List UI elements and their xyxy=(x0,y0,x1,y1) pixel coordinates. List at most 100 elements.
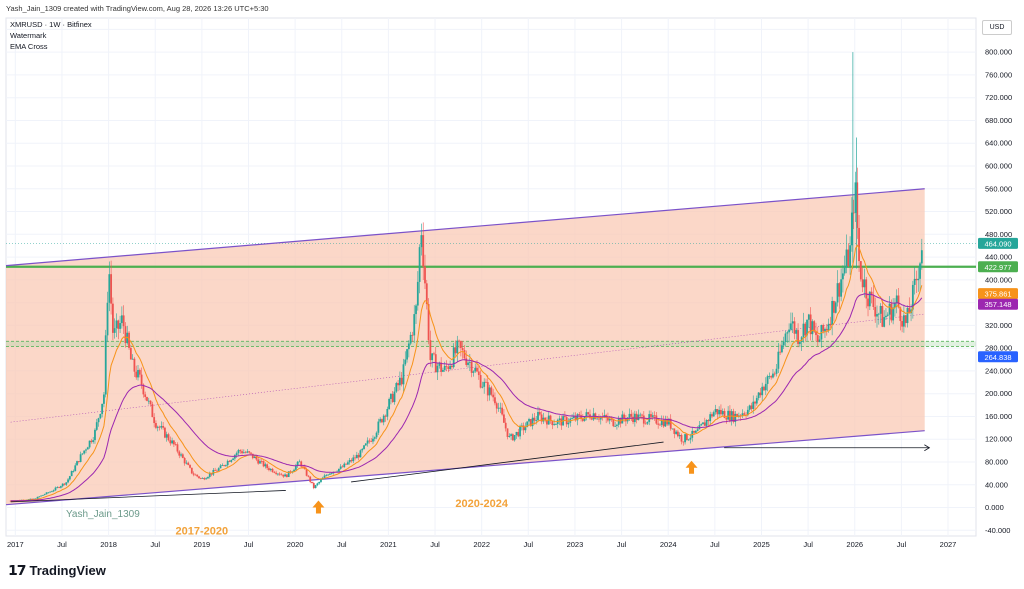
candle-body xyxy=(450,365,453,368)
candle-body xyxy=(578,414,581,416)
candle-body xyxy=(775,368,778,374)
candle-body xyxy=(285,474,288,478)
y-tick-label: 640.000 xyxy=(985,139,1012,148)
candle-body xyxy=(526,421,529,428)
candle-body xyxy=(449,365,452,370)
candle-body xyxy=(908,307,911,314)
candle-body xyxy=(917,278,920,281)
x-tick-label: 2018 xyxy=(100,540,117,549)
candle-body xyxy=(840,279,843,297)
y-tick-label: 200.000 xyxy=(985,389,1012,398)
x-tick-label: 2025 xyxy=(753,540,770,549)
candle-body xyxy=(684,434,686,443)
candle-body xyxy=(343,463,346,468)
candle-body xyxy=(219,465,222,469)
candle-body xyxy=(836,283,839,303)
candle-body xyxy=(913,278,916,285)
candle-body xyxy=(811,321,814,335)
candle-body xyxy=(881,305,884,327)
candle-body xyxy=(216,470,218,472)
candle-body xyxy=(831,301,834,326)
support-zone xyxy=(6,341,976,347)
candle-body xyxy=(544,417,547,421)
candle-body xyxy=(809,314,812,335)
candle-body xyxy=(888,303,891,315)
currency-selector[interactable]: USD xyxy=(982,20,1012,35)
candle-body xyxy=(298,461,301,463)
candle-body xyxy=(162,425,165,428)
candle-body xyxy=(906,307,909,324)
candle-body xyxy=(813,321,816,332)
candle-body xyxy=(789,323,792,330)
candle-body xyxy=(129,347,132,360)
candle-body xyxy=(549,415,552,421)
candle-body xyxy=(287,471,290,478)
candle-body xyxy=(546,420,548,425)
candle-body xyxy=(302,466,304,468)
candle-body xyxy=(406,349,408,360)
candle-body xyxy=(296,461,299,466)
candle-body xyxy=(409,334,412,344)
candle-body xyxy=(137,369,139,378)
candle-body xyxy=(856,182,859,228)
candle-body xyxy=(402,364,405,385)
candle-body xyxy=(440,362,443,372)
period-label: 2017-2020 xyxy=(176,525,229,537)
candle-body xyxy=(264,464,267,467)
candle-body xyxy=(212,469,215,475)
candle-body xyxy=(305,469,308,476)
candle-body xyxy=(511,434,514,441)
candle-body xyxy=(508,435,511,437)
candle-body xyxy=(339,466,342,469)
candle-body xyxy=(146,396,148,401)
x-tick-label: Jul xyxy=(803,540,813,549)
candle-body xyxy=(253,456,256,459)
candle-body xyxy=(246,451,249,453)
candle-body xyxy=(920,250,923,264)
candle-body xyxy=(650,414,652,417)
candle-body xyxy=(838,283,841,297)
candle-body xyxy=(657,423,660,425)
candle-body xyxy=(226,460,229,466)
price-tag xyxy=(978,288,1018,300)
candle-body xyxy=(729,410,731,421)
x-tick-label: 2020 xyxy=(287,540,304,549)
candle-body xyxy=(203,478,206,480)
tradingview-logo[interactable]: 𝟭𝟳 TradingView xyxy=(8,562,106,579)
legend-ema-cross: EMA Cross xyxy=(10,42,48,51)
candle-body xyxy=(357,454,360,458)
candle-body xyxy=(858,227,860,262)
candle-body xyxy=(458,340,460,342)
candle-body xyxy=(718,409,721,415)
candle-body xyxy=(685,434,688,440)
candle-body xyxy=(266,464,269,469)
x-tick-label: Jul xyxy=(524,540,534,549)
candle-body xyxy=(488,387,491,396)
ema-fast-line xyxy=(10,244,923,502)
y-tick-label: 0.000 xyxy=(985,503,1004,512)
candle-body xyxy=(350,460,353,462)
candle-body xyxy=(131,358,134,360)
candle-body xyxy=(716,409,719,415)
candle-body xyxy=(190,467,193,474)
candle-body xyxy=(180,454,182,456)
x-tick-label: 2019 xyxy=(194,540,211,549)
watermark-text: Yash_Jain_1309 xyxy=(66,509,140,520)
candle-body xyxy=(694,430,697,433)
candle-body xyxy=(476,367,478,372)
x-tick-label: Jul xyxy=(897,540,907,549)
candle-body xyxy=(372,438,374,442)
candle-body xyxy=(850,212,853,246)
candle-body xyxy=(309,476,312,482)
candle-body xyxy=(442,369,444,372)
candle-body xyxy=(700,424,703,426)
candle-body xyxy=(348,460,351,463)
candle-body xyxy=(90,440,93,443)
candle-body xyxy=(702,422,704,425)
candle-body xyxy=(225,465,227,466)
candle-body xyxy=(777,351,780,369)
candle-body xyxy=(230,459,233,462)
candle-body xyxy=(112,303,114,333)
candle-body xyxy=(614,425,617,427)
